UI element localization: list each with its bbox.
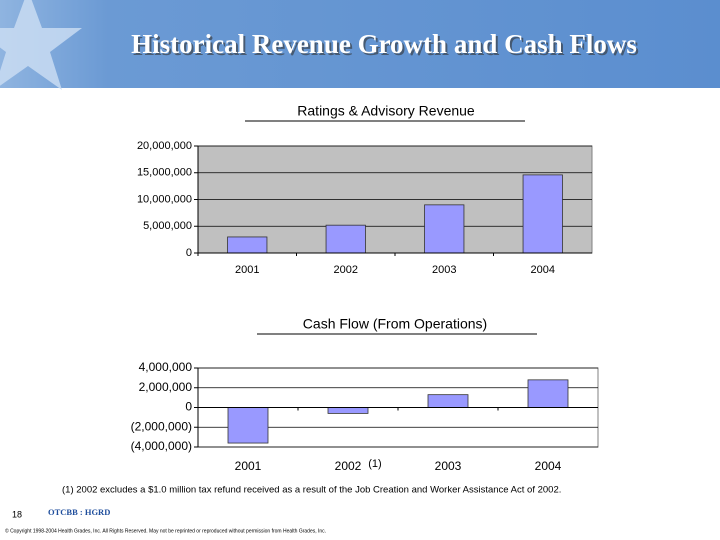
y-tick-label: (4,000,000) (131, 439, 192, 453)
footnote: (1) 2002 excludes a $1.0 million tax ref… (62, 485, 561, 496)
page-number: 18 (12, 509, 22, 519)
y-tick-label: 10,000,000 (137, 193, 192, 205)
chart-title: Cash Flow (From Operations) (303, 316, 487, 332)
x-tick-label: 2002 (335, 459, 362, 473)
bar (522, 174, 563, 254)
x-tick-label: 2004 (535, 459, 562, 473)
bar (424, 204, 465, 254)
annotation: (1) (368, 458, 381, 470)
x-tick-label: 2002 (334, 264, 358, 276)
bar (227, 407, 269, 444)
y-tick-label: 20,000,000 (137, 140, 192, 152)
y-tick-label: 4,000,000 (139, 360, 193, 374)
slide-title: Historical Revenue Growth and Cash Flows (131, 29, 637, 59)
x-tick-label: 2004 (531, 264, 555, 276)
star-logo (0, 0, 82, 90)
y-tick-label: 5,000,000 (143, 220, 192, 232)
bar (227, 236, 268, 254)
y-tick-label: 2,000,000 (139, 380, 193, 394)
y-tick-label: 0 (186, 247, 192, 259)
ticker: OTCBB : HGRD (48, 507, 110, 517)
y-tick-label: 15,000,000 (137, 167, 192, 179)
y-tick-label: (2,000,000) (131, 419, 192, 433)
x-tick-label: 2001 (235, 459, 262, 473)
bar (527, 379, 569, 408)
header-band (0, 0, 720, 88)
bar (325, 224, 366, 254)
x-tick-label: 2003 (432, 264, 456, 276)
bar (427, 394, 469, 408)
y-tick-label: 0 (185, 400, 192, 414)
copyright: © Copyright 1998-2004 Health Grades, Inc… (5, 527, 326, 534)
title-shadow: Historical Revenue Growth and Cash Flows (133, 31, 639, 61)
chart-title: Ratings & Advisory Revenue (297, 103, 475, 119)
x-tick-label: 2001 (235, 264, 259, 276)
bar (327, 407, 369, 414)
x-tick-label: 2003 (435, 459, 462, 473)
